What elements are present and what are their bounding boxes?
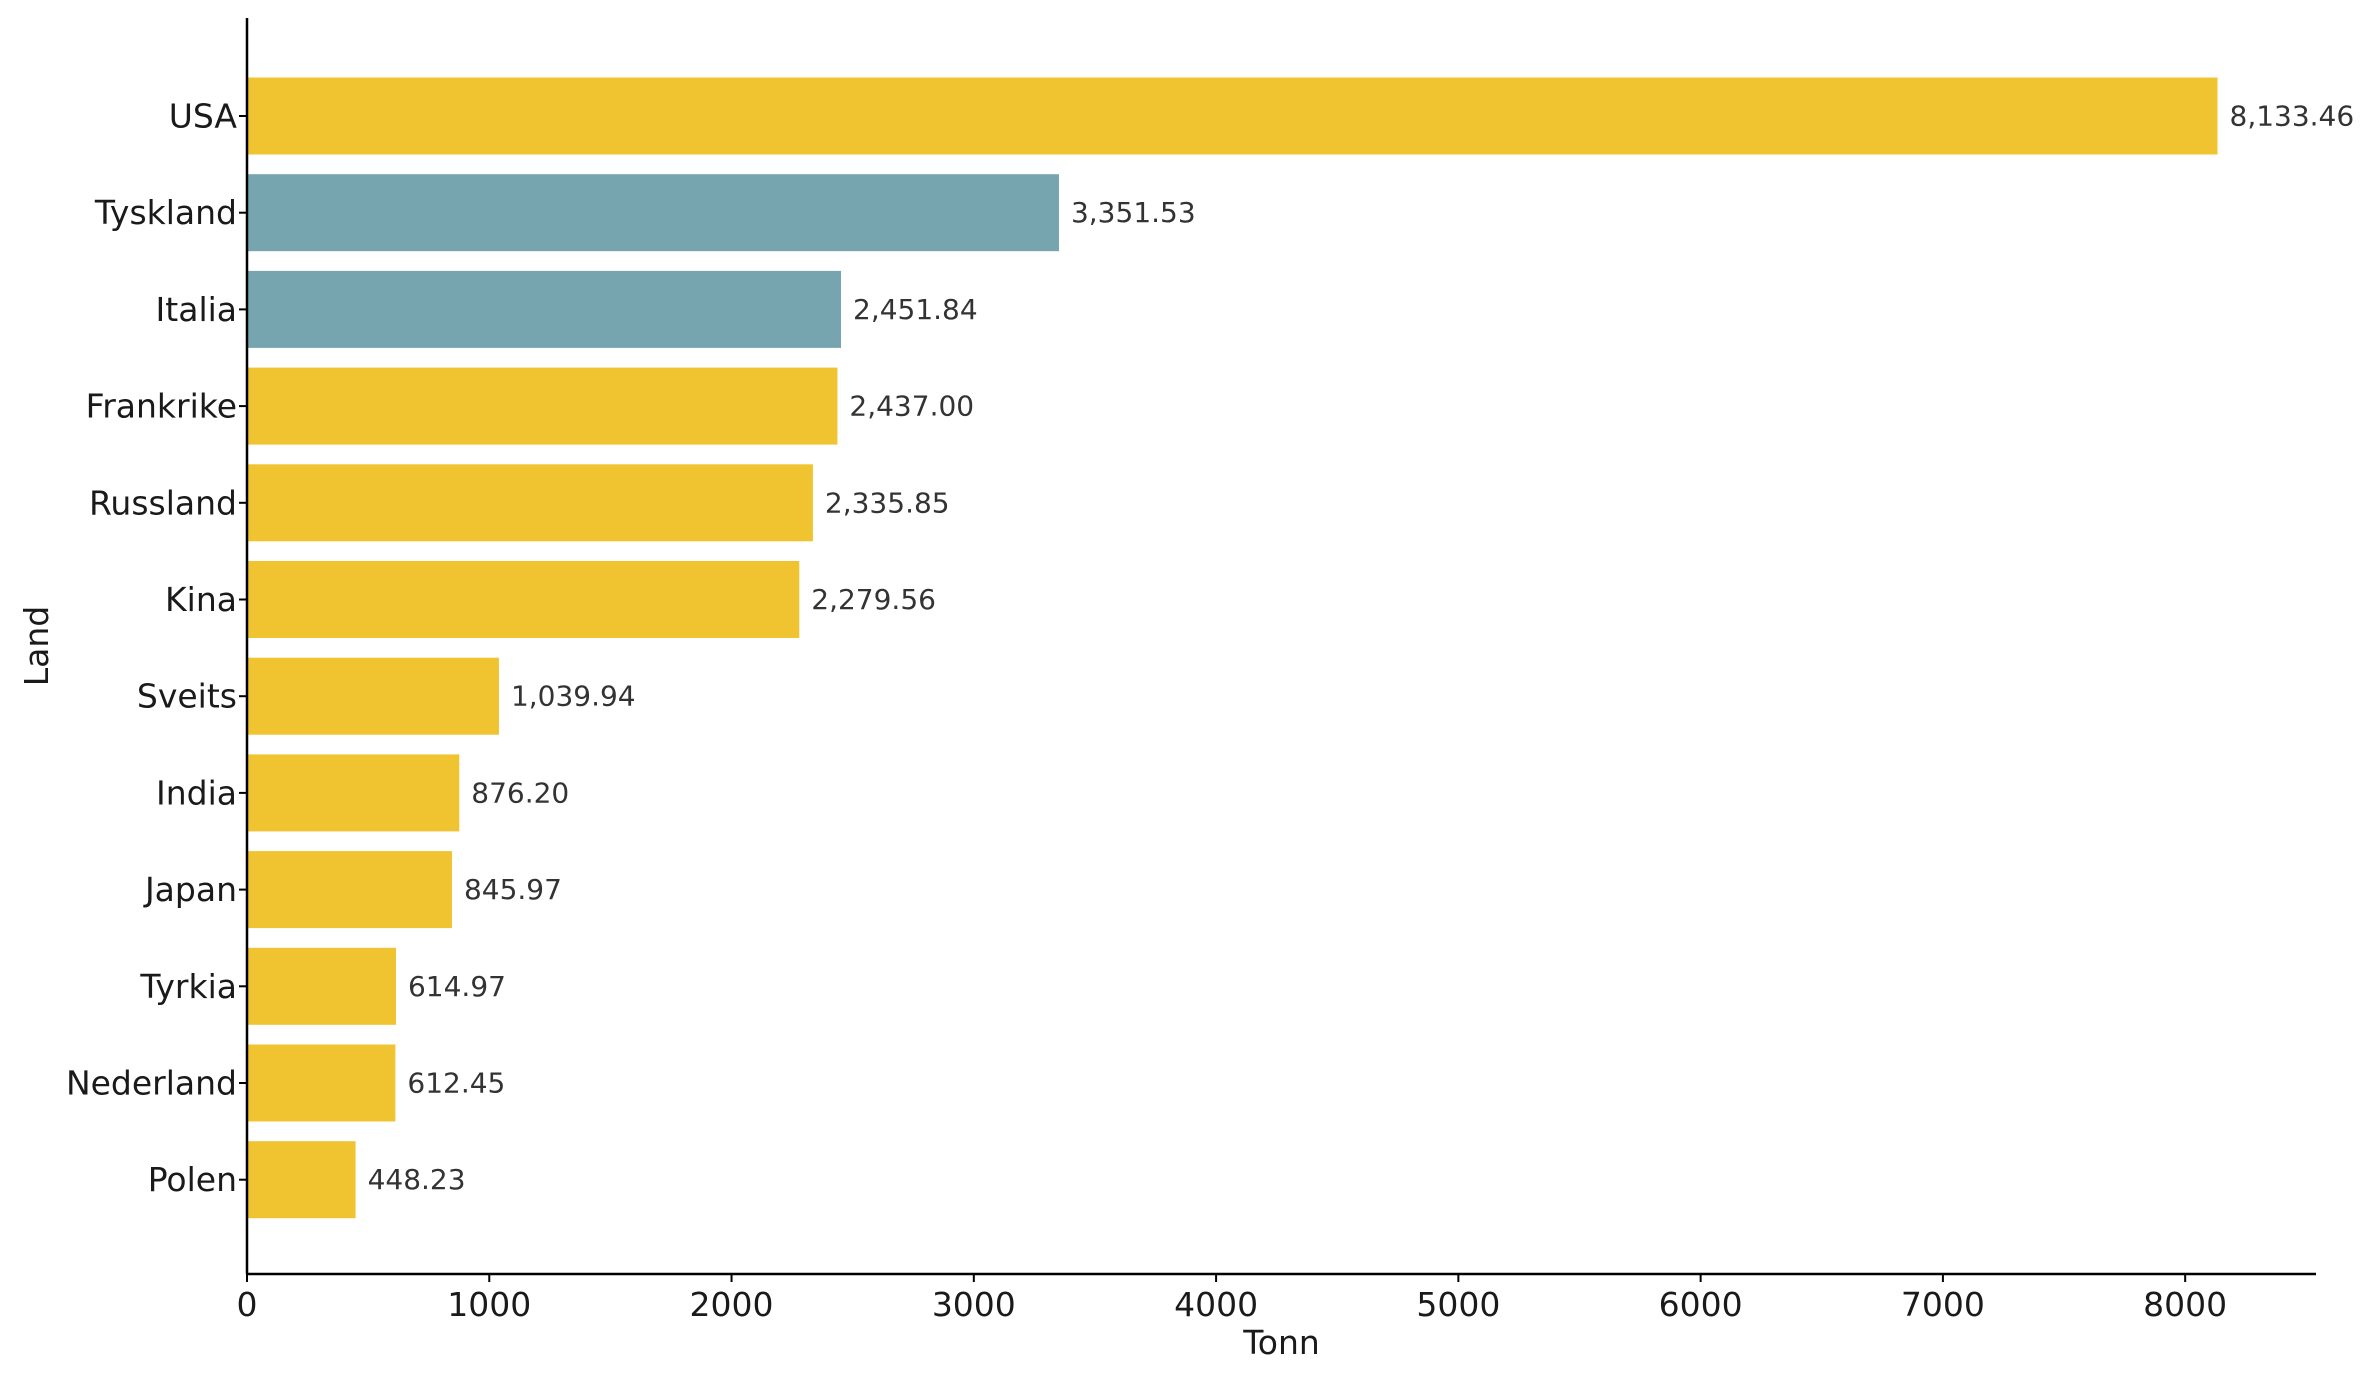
category-label-kina: Kina bbox=[165, 580, 237, 619]
bar-india bbox=[247, 754, 460, 832]
value-label-italia: 2,451.84 bbox=[853, 293, 978, 326]
bar-kina bbox=[247, 561, 800, 638]
value-label-india: 876.20 bbox=[471, 776, 569, 809]
x-tick-label-5000: 5000 bbox=[1416, 1285, 1500, 1324]
x-tick-label-3000: 3000 bbox=[932, 1285, 1016, 1324]
value-label-nederland: 612.45 bbox=[407, 1067, 505, 1100]
bar-russland bbox=[247, 464, 813, 542]
bar-frankrike bbox=[247, 367, 838, 445]
bar-japan bbox=[247, 851, 452, 929]
bar-nederland bbox=[247, 1044, 396, 1122]
value-label-tyrkia: 614.97 bbox=[408, 970, 506, 1003]
bar-tyrkia bbox=[247, 947, 396, 1025]
category-label-russland: Russland bbox=[89, 483, 237, 522]
value-label-frankrike: 2,437.00 bbox=[849, 390, 974, 423]
value-label-tyskland: 3,351.53 bbox=[1071, 196, 1196, 229]
bars-group bbox=[247, 77, 2218, 1219]
value-labels-group: 8,133.46 3,351.53 2,451.84 2,437.00 2,335.85… bbox=[368, 100, 2355, 1197]
value-label-usa: 8,133.46 bbox=[2230, 100, 2355, 133]
bar-polen bbox=[247, 1141, 356, 1219]
bar-sveits bbox=[247, 657, 499, 735]
x-tick-label-8000: 8000 bbox=[2143, 1285, 2227, 1324]
y-axis-title: Land bbox=[17, 606, 56, 686]
category-label-polen: Polen bbox=[148, 1160, 237, 1199]
x-tick-label-0: 0 bbox=[237, 1285, 258, 1324]
category-label-tyskland: Tyskland bbox=[94, 193, 237, 232]
value-label-japan: 845.97 bbox=[464, 873, 562, 906]
x-tick-label-1000: 1000 bbox=[447, 1285, 531, 1324]
x-axis-title: Tonn bbox=[1242, 1323, 1320, 1362]
x-tick-label-7000: 7000 bbox=[1901, 1285, 1985, 1324]
category-label-nederland: Nederland bbox=[66, 1064, 237, 1103]
bar-italia bbox=[247, 270, 842, 348]
category-label-frankrike: Frankrike bbox=[86, 387, 237, 426]
category-label-usa: USA bbox=[169, 97, 238, 136]
category-labels-group: USA Tyskland Italia Frankrike Russland Kina Sv… bbox=[66, 97, 247, 1199]
x-tick-label-2000: 2000 bbox=[690, 1285, 774, 1324]
category-label-tyrkia: Tyrkia bbox=[139, 967, 237, 1006]
value-label-sveits: 1,039.94 bbox=[511, 680, 636, 713]
x-ticks-group: 0 1000 2000 3000 4000 5000 6000 7000 8000 bbox=[237, 1274, 2227, 1324]
category-label-india: India bbox=[156, 773, 237, 812]
category-label-sveits: Sveits bbox=[137, 677, 237, 716]
x-tick-label-4000: 4000 bbox=[1174, 1285, 1258, 1324]
bar-usa bbox=[247, 77, 2218, 155]
value-label-polen: 448.23 bbox=[368, 1163, 466, 1196]
category-label-japan: Japan bbox=[143, 870, 237, 909]
x-tick-label-6000: 6000 bbox=[1659, 1285, 1743, 1324]
value-label-russland: 2,335.85 bbox=[825, 486, 950, 519]
category-label-italia: Italia bbox=[156, 290, 237, 329]
bar-tyskland bbox=[247, 174, 1059, 252]
value-label-kina: 2,279.56 bbox=[811, 583, 936, 616]
